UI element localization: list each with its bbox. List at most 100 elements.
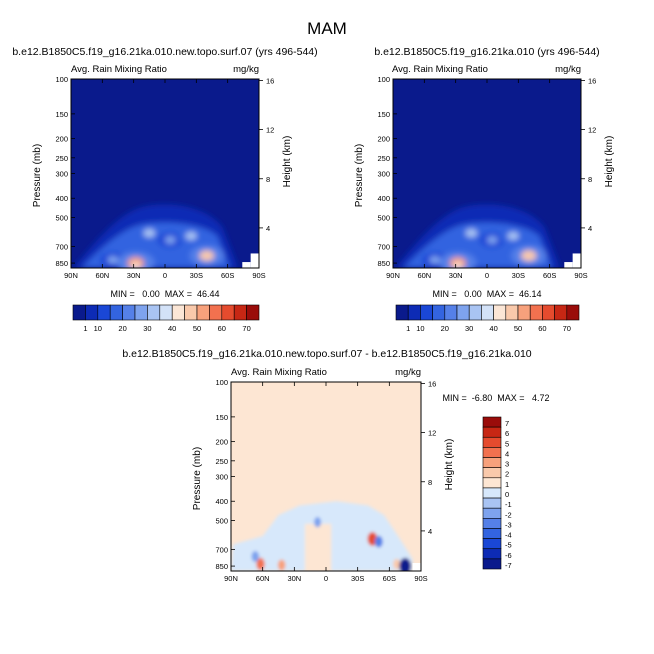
x-tick-label: 90S: [252, 271, 265, 280]
x-tick-label: 90N: [64, 271, 78, 280]
colorbar-box: [493, 304, 507, 321]
colorbar-box: [159, 304, 173, 321]
colorbar-label: -6: [505, 551, 512, 560]
right-tick-label: 12: [428, 429, 436, 438]
colorbar-label: 7: [505, 419, 509, 428]
field-core: [507, 231, 519, 241]
diff-cell: [251, 550, 260, 562]
diff-cell: [277, 559, 286, 571]
x-tick-label: 30N: [449, 271, 463, 280]
y-tick-label: 400: [55, 194, 68, 203]
colorbar-box: [122, 304, 136, 321]
x-tick-label: 60N: [95, 271, 109, 280]
x-tick-label: 60S: [543, 271, 556, 280]
panel-3-stats: MIN = -6.80 MAX = 4.72: [442, 393, 549, 403]
colorbar-box: [482, 548, 502, 560]
x-tick-label: 60N: [256, 574, 270, 583]
plot-area: [71, 79, 259, 268]
right-tick-label: 8: [428, 478, 432, 487]
colorbar-box: [482, 538, 502, 550]
right-tick-label: 8: [266, 175, 270, 184]
colorbar-label: 70: [242, 324, 250, 333]
right-tick-label: 12: [588, 126, 596, 135]
colorbar-box: [542, 304, 555, 321]
colorbar-label: 30: [143, 324, 151, 333]
field-core: [429, 256, 441, 264]
diff-cell: [393, 558, 401, 570]
colorbar-label: 1: [406, 324, 410, 333]
x-tick-label: 60N: [417, 271, 431, 280]
right-tick-label: 16: [266, 76, 274, 85]
field-core: [521, 250, 537, 262]
y-tick-label: 300: [55, 170, 68, 179]
y-tick-label: 200: [215, 438, 228, 447]
y-axis-title: Pressure (mb): [354, 144, 365, 207]
colorbar-label: -4: [505, 531, 512, 540]
colorbar-box: [109, 304, 123, 321]
panel-2-plot: 100 150 200 250 300 400 500 700 850 90N 60N 30N 0 30S…: [354, 75, 615, 280]
y-tick-label: 200: [377, 135, 390, 144]
panel-3-plot: 100 150 200 250 300 400 500 700 850 90N 60N 30N 0 30S…: [192, 378, 455, 583]
y-tick-label: 850: [377, 259, 390, 268]
x-tick-label: 60S: [383, 574, 396, 583]
y-tick-label: 150: [55, 110, 68, 119]
y-tick-label: 250: [55, 154, 68, 163]
colorbar-label: 10: [94, 324, 102, 333]
colorbar-box: [482, 558, 502, 570]
colorbar-label: 50: [193, 324, 201, 333]
panel-3-right-label: mg/kg: [395, 367, 421, 378]
diff-cell: [399, 558, 412, 571]
colorbar-label: -2: [505, 510, 512, 519]
panel-1-colorbar: 1 10 20 30 40 50 60 70: [72, 304, 260, 333]
colorbar-label: 30: [465, 324, 473, 333]
colorbar-box: [395, 304, 409, 321]
y-axis-title: Pressure (mb): [192, 447, 203, 510]
y-tick-label: 300: [215, 473, 228, 482]
right-tick-label: 12: [266, 126, 274, 135]
colorbar-label: 60: [538, 324, 546, 333]
y-tick-label: 100: [215, 378, 228, 387]
colorbar-label: -5: [505, 541, 512, 550]
colorbar-box: [209, 304, 223, 321]
colorbar-label: 70: [563, 324, 571, 333]
colorbar-box: [505, 304, 519, 321]
colorbar-box: [233, 304, 247, 321]
colorbar-box: [196, 304, 210, 321]
colorbar-label: 20: [118, 324, 126, 333]
y-tick-label: 400: [377, 194, 390, 203]
colorbar-box: [97, 304, 111, 321]
panel-1-left-label: Avg. Rain Mixing Ratio: [71, 64, 167, 75]
y-tick-label: 850: [215, 562, 228, 571]
y-axis-title: Pressure (mb): [32, 144, 43, 207]
y-tick-label: 700: [215, 545, 228, 554]
field-core: [164, 236, 176, 244]
colorbar-box: [482, 457, 502, 468]
colorbar-label: -1: [505, 500, 512, 509]
right-axis-title: Height (km): [444, 439, 455, 491]
colorbar-box: [468, 304, 482, 321]
panel-1: b.e12.B1850C5.f19_g16.21ka.010.new.topo.…: [12, 46, 317, 333]
panel-3-title: b.e12.B1850C5.f19_g16.21ka.010.new.topo.…: [122, 348, 531, 360]
x-tick-label: 90S: [574, 271, 587, 280]
colorbar-label: -7: [505, 561, 512, 570]
panel-1-stats: MIN = 0.00 MAX = 46.44: [110, 289, 219, 299]
panel-2-colorbar: 1 10 20 30 40 50 60 70: [395, 304, 580, 333]
field-core: [185, 231, 197, 241]
colorbar-box: [566, 304, 580, 321]
colorbar-box: [171, 304, 185, 321]
y-tick-label: 500: [215, 516, 228, 525]
topo-mask: [572, 253, 581, 268]
colorbar-label: 1: [505, 480, 509, 489]
colorbar-box: [482, 518, 502, 529]
right-tick-label: 4: [588, 224, 592, 233]
colorbar-label: 50: [514, 324, 522, 333]
colorbar-label: 6: [505, 429, 509, 438]
topo-mask: [564, 262, 573, 268]
panel-3-left-label: Avg. Rain Mixing Ratio: [231, 367, 327, 378]
colorbar-label: 0: [505, 490, 509, 499]
field-core: [199, 250, 215, 261]
colorbar-label: 20: [441, 324, 449, 333]
diff-cell: [314, 516, 322, 528]
panel-2-stats: MIN = 0.00 MAX = 46.14: [432, 289, 541, 299]
